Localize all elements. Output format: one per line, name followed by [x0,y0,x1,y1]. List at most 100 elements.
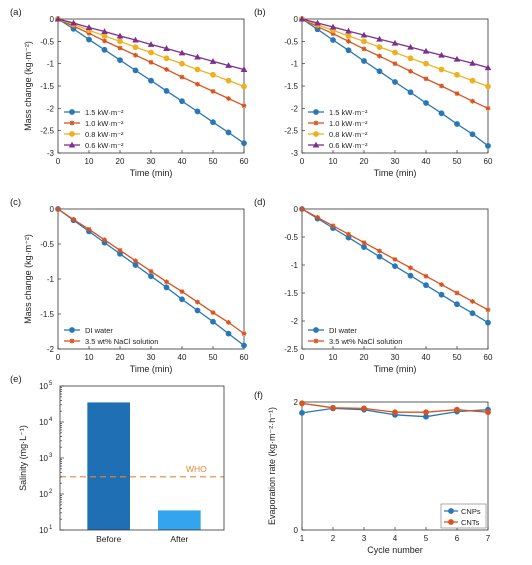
panel-label: (d) [254,197,266,208]
x-tick-label: 50 [209,353,218,362]
data-point [148,59,154,65]
x-tick-label: 60 [484,157,493,166]
data-point [485,319,491,326]
y-tick-label: -1.5 [40,82,54,91]
y-tick-label: -1 [47,275,55,284]
x-tick-label: 40 [178,157,187,166]
data-point [470,299,475,304]
panel-0: 0 10 20 30 40 50 60 0 -0.5 -1 -1.5 -2 -2.5 -3 Time (mi… [10,7,249,178]
legend-label: 1.5 kW·m⁻² [329,108,368,117]
y-tick-label: -2.5 [40,127,54,136]
panel-label: (b) [254,7,266,18]
legend-marker [69,120,75,126]
data-point [392,61,398,67]
data-point [148,268,154,274]
data-point [241,83,247,90]
data-point [407,272,414,279]
y-tick-label: 10 [39,382,48,391]
data-point [209,58,217,64]
series-0 [299,16,491,149]
data-point [454,406,460,413]
data-point [485,307,491,313]
data-point [377,248,382,254]
x-tick-label: 2 [331,534,336,543]
legend-marker [313,338,319,344]
data-point [485,409,491,416]
data-point [454,71,460,78]
data-point [439,282,444,287]
legend-label: 3.5 wt% NaCl solution [329,337,402,346]
data-point [361,46,367,52]
legend-label: 3.5 wt% NaCl solution [85,337,158,346]
legend-marker [313,109,319,115]
data-point [330,223,336,229]
data-point [438,291,445,298]
data-point [392,257,398,262]
y-axis-label: Mass change (kg·m⁻²) [23,234,33,324]
data-point [423,100,429,106]
data-point [101,33,108,39]
data-point [361,38,367,45]
data-point [392,409,398,416]
data-point [423,282,429,289]
data-point [117,247,123,253]
x-tick-label: 0 [300,157,305,166]
x-tick-label: 7 [486,534,491,543]
x-tick-label: Before [96,534,121,544]
data-point [101,46,108,53]
data-point [438,110,445,117]
series-1 [55,206,247,336]
y-tick-label: 0 [294,526,299,535]
data-point [423,76,429,82]
y-tick-label: 10 [39,454,48,463]
legend-marker [312,141,320,148]
data-point [345,27,352,34]
y-tick-label: 10 [39,526,48,535]
data-point [148,49,154,56]
x-tick-label: 4 [393,534,398,543]
data-point [210,119,216,126]
data-point [147,41,155,47]
x-tick-label: 50 [453,353,462,362]
y-axis-label: Mass change (kg·m⁻²) [23,41,33,131]
data-point [484,64,492,71]
bar [158,510,201,530]
legend: 1.5 kW·m⁻² 1.0 kW·m⁻² 0.8 kW·m⁻² 0.6 kW·m⁻² [64,108,124,150]
legend-marker [313,120,319,126]
x-tick-label: 5 [424,534,429,543]
x-tick-label: 10 [329,353,338,362]
data-point [485,142,491,149]
y-tick-label: -1 [291,261,299,270]
x-axis-label: Time (min) [130,364,173,374]
y-tick-exponent: 4 [49,417,53,423]
series-1 [299,206,491,313]
y-tick-label: -0.5 [40,240,54,249]
data-point [299,400,305,407]
data-point [439,83,444,89]
data-point [148,77,154,84]
x-tick-label: 40 [422,157,431,166]
data-point [117,45,123,51]
data-point [225,62,232,68]
data-point [85,24,93,30]
data-point [345,33,352,39]
y-tick-label: -2 [291,317,299,326]
data-point [241,342,247,349]
y-tick-exponent: 3 [49,453,53,459]
data-point [179,296,185,303]
y-tick-label: -2 [291,104,299,113]
data-point [163,88,170,94]
series-3 [54,15,248,72]
data-point [407,43,414,50]
data-point [226,320,231,325]
y-tick-label: 10 [39,418,48,427]
y-tick-label: 0 [294,15,299,24]
panel-2: 0 10 20 30 40 50 60 0 -0.5 -1 -1.5 -2 Time (min) Mass… [10,197,249,374]
data-point [164,67,169,72]
data-point [241,103,247,109]
legend-marker [69,327,75,333]
plot-frame [59,385,225,531]
legend-marker [69,109,75,115]
data-point [102,237,107,243]
y-tick-label: -1.5 [284,289,298,298]
